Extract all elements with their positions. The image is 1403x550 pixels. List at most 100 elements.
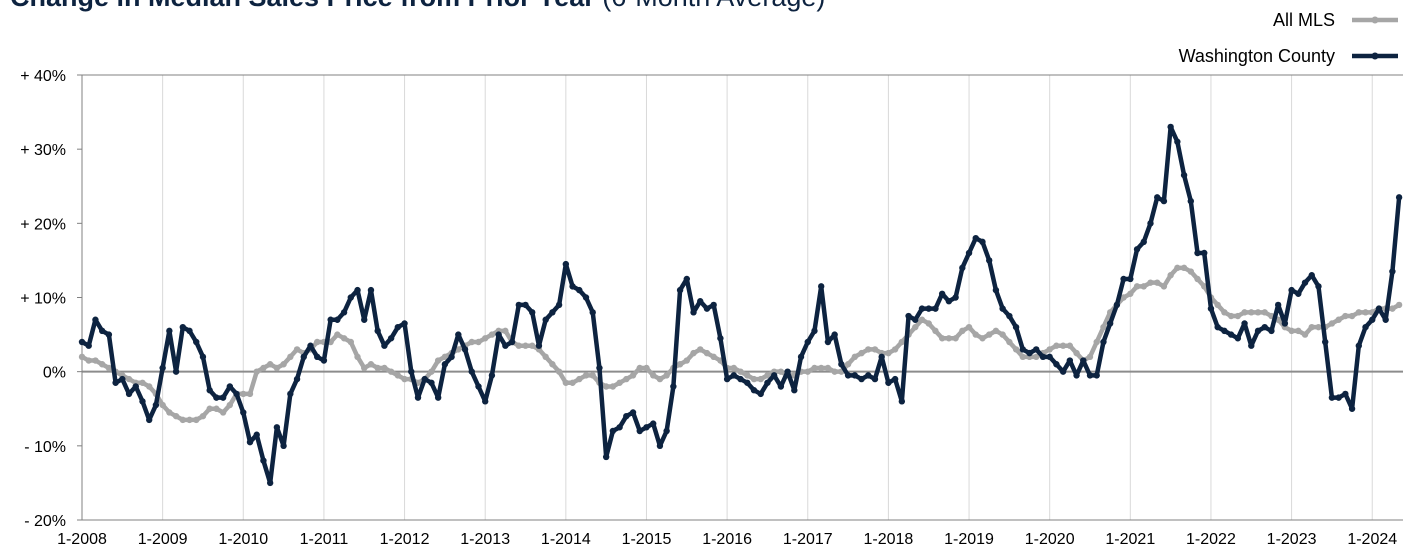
point: [475, 338, 482, 346]
point: [770, 372, 778, 379]
point: [663, 427, 670, 435]
point: [1288, 327, 1295, 335]
point: [945, 335, 953, 342]
point: [105, 364, 113, 372]
point: [1180, 264, 1188, 272]
point: [750, 375, 758, 383]
point: [777, 368, 785, 375]
point: [213, 405, 220, 412]
point: [905, 312, 912, 320]
point: [186, 416, 193, 424]
point: [1133, 246, 1141, 253]
point: [347, 294, 354, 301]
point: [643, 364, 650, 372]
point: [885, 349, 892, 357]
point: [367, 286, 375, 294]
point: [965, 323, 973, 331]
point: [1187, 197, 1195, 205]
point: [146, 416, 153, 424]
point: [1328, 320, 1336, 327]
point: [233, 390, 240, 398]
point: [1100, 338, 1107, 346]
point: [1241, 309, 1248, 316]
point: [1261, 309, 1268, 316]
point: [1308, 272, 1315, 279]
point: [1395, 301, 1403, 309]
point: [723, 375, 731, 383]
point: [1160, 197, 1168, 205]
point: [744, 379, 751, 386]
point: [1274, 301, 1282, 309]
point: [273, 364, 281, 372]
point: [697, 346, 704, 353]
point: [750, 387, 758, 394]
point: [193, 416, 200, 424]
point: [179, 323, 186, 331]
point: [280, 361, 287, 368]
point: [898, 398, 906, 405]
x-tick-label: 1-2009: [138, 531, 188, 548]
point: [1086, 353, 1094, 361]
point: [1221, 309, 1228, 316]
point: [287, 353, 294, 361]
point: [703, 349, 711, 357]
point: [179, 416, 186, 424]
point: [858, 375, 865, 383]
point: [818, 364, 825, 372]
point: [172, 368, 180, 375]
point: [898, 338, 906, 346]
point: [314, 353, 321, 361]
point: [112, 379, 119, 386]
point: [98, 327, 106, 335]
point: [159, 401, 166, 409]
point: [166, 327, 173, 335]
x-tick-label: 1-2008: [57, 531, 107, 548]
point: [1308, 323, 1315, 331]
point: [1140, 283, 1147, 290]
point: [986, 257, 993, 264]
x-tick-label: 1-2016: [702, 531, 752, 548]
point: [266, 479, 274, 487]
point: [361, 364, 368, 372]
point: [260, 457, 267, 464]
point: [918, 305, 926, 312]
point: [992, 286, 1000, 294]
point: [381, 364, 388, 372]
point: [139, 398, 146, 405]
point: [139, 379, 146, 386]
point: [623, 412, 630, 420]
point: [932, 305, 939, 312]
point: [576, 286, 583, 294]
point: [98, 361, 106, 368]
point: [381, 342, 388, 349]
point: [387, 335, 395, 342]
point: [992, 327, 1000, 335]
point: [1355, 309, 1363, 316]
point: [1120, 294, 1127, 301]
point: [952, 294, 959, 301]
point: [1254, 309, 1262, 316]
point: [1019, 346, 1026, 353]
point: [811, 364, 818, 372]
point: [824, 338, 832, 346]
point: [650, 420, 657, 427]
point: [340, 335, 348, 342]
x-tick-label: 1-2017: [783, 531, 833, 548]
point: [602, 383, 610, 390]
point: [455, 331, 462, 338]
point: [555, 301, 563, 309]
point: [394, 323, 402, 331]
point: [777, 383, 785, 390]
point: [851, 372, 858, 379]
lines: [78, 123, 1403, 487]
point: [488, 372, 496, 379]
point: [959, 264, 966, 272]
point: [1355, 342, 1363, 349]
point: [1348, 312, 1356, 320]
point: [1328, 394, 1336, 401]
point: [1073, 349, 1080, 357]
point: [461, 346, 469, 353]
point: [159, 364, 166, 372]
